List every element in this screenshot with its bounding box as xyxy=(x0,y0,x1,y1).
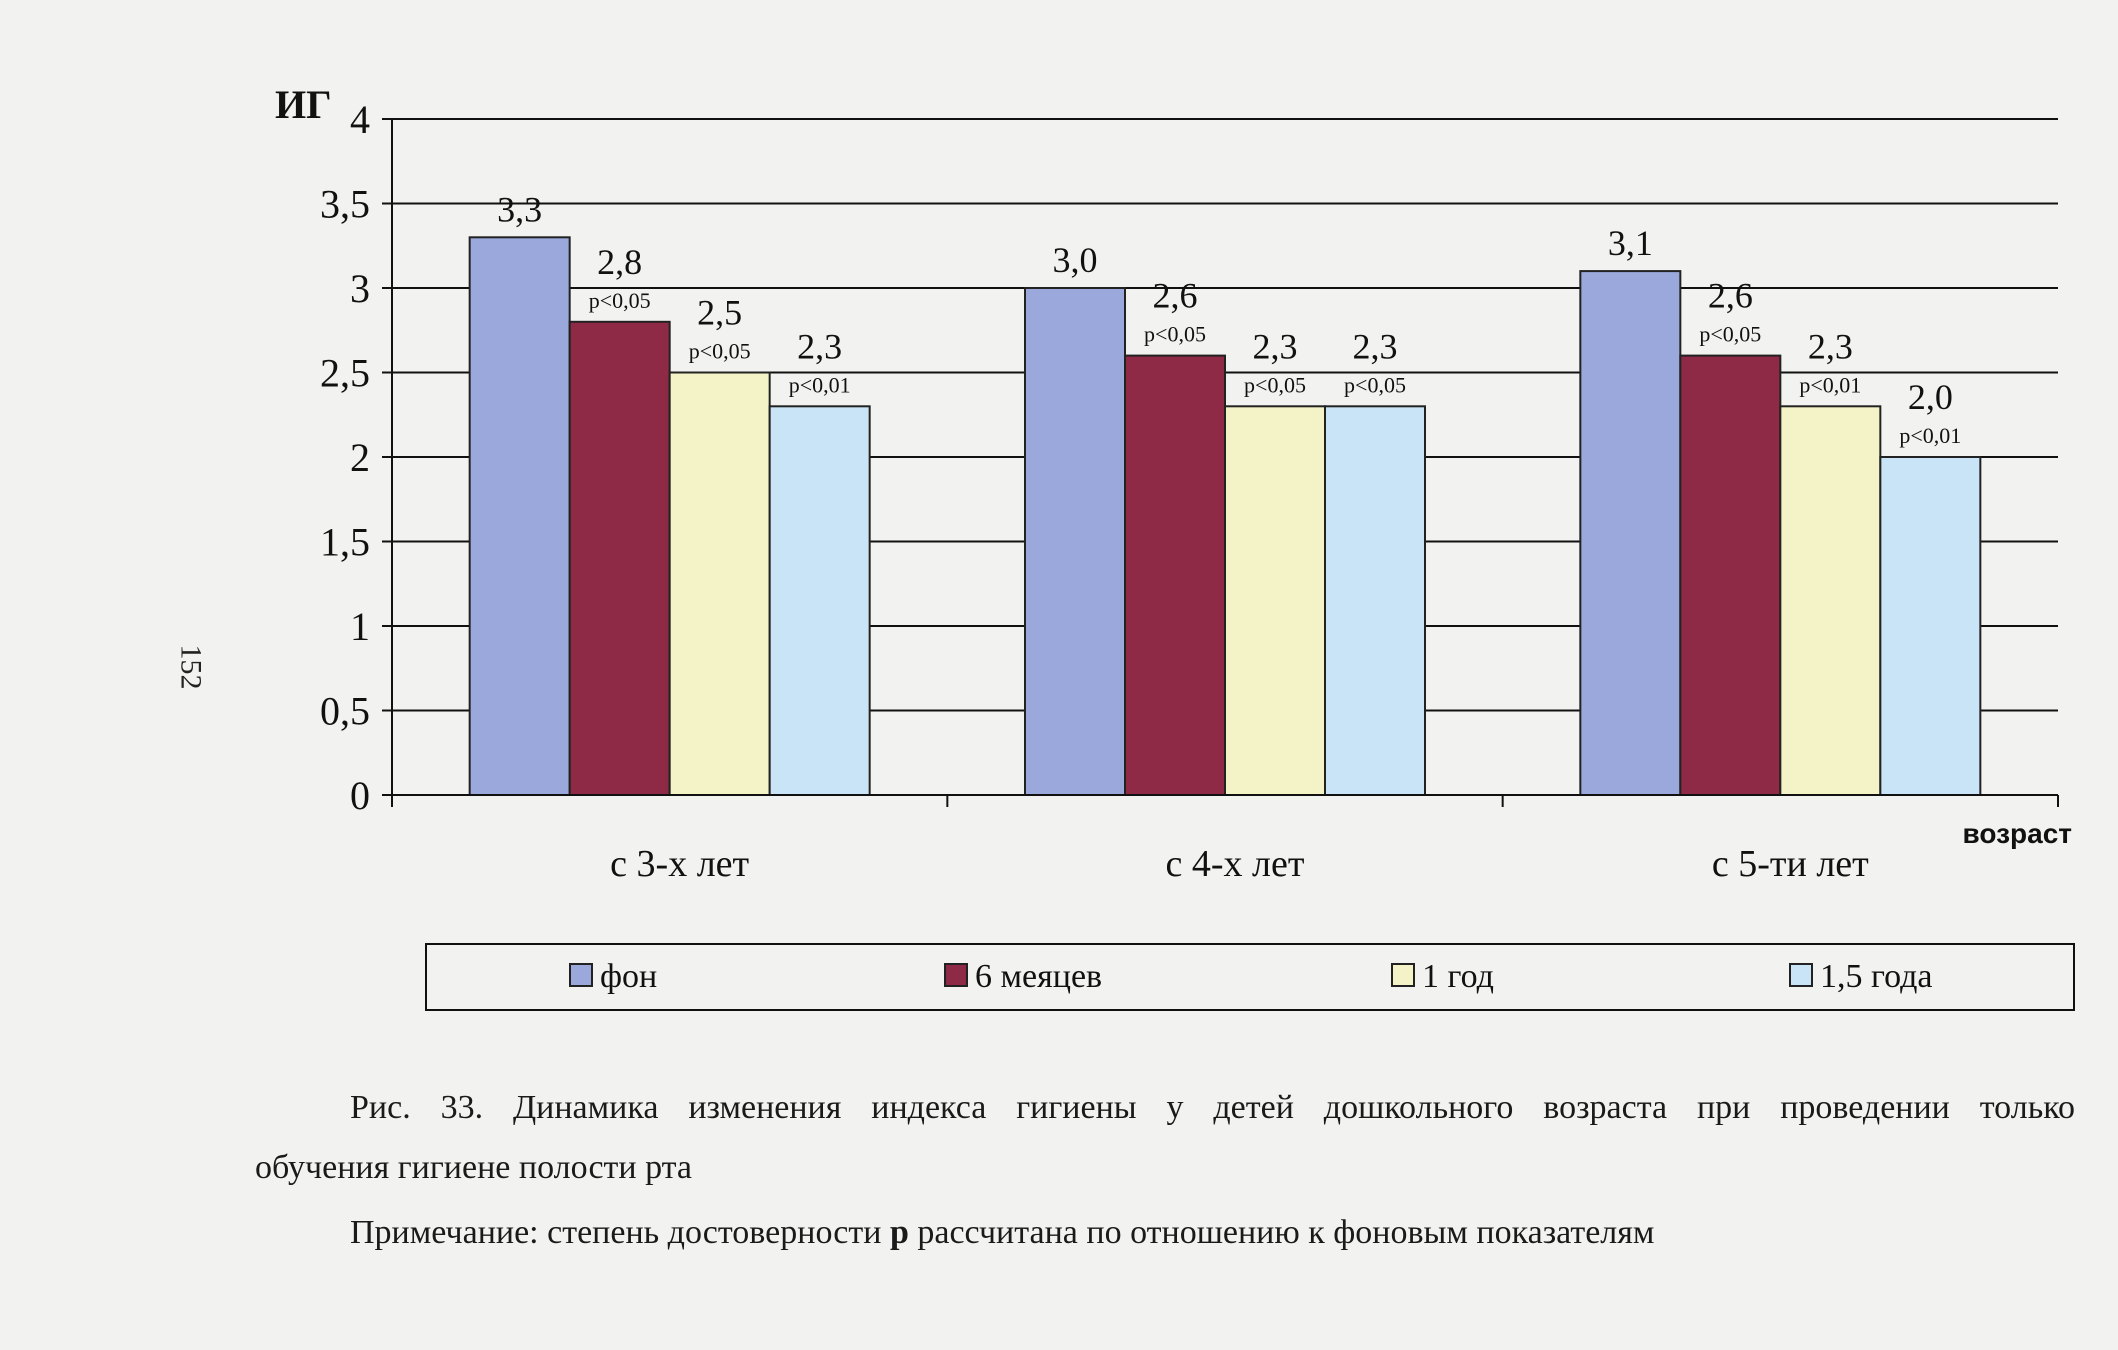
bar-p-label: p<0,01 xyxy=(1799,372,1861,397)
figure-note: Примечание: степень достоверности р расс… xyxy=(350,1205,2118,1261)
figure-caption-line-2: обучения гигиене полости рта xyxy=(255,1149,693,1186)
x-category-label: с 3-х лет xyxy=(610,843,749,885)
legend-label: фон xyxy=(600,958,657,995)
bar xyxy=(1124,354,1226,796)
bar-value-label: 2,5 xyxy=(697,293,742,333)
legend-swatch xyxy=(1789,963,1813,987)
bar-value-label: 2,3 xyxy=(1353,326,1398,366)
bar xyxy=(1779,405,1882,796)
bar-p-label: p<0,01 xyxy=(789,372,851,397)
y-tick-label: 0 xyxy=(350,773,370,818)
y-tick-label: 2,5 xyxy=(320,351,370,396)
y-tick-label: 2 xyxy=(350,435,370,480)
bar-p-label: p<0,05 xyxy=(689,339,751,364)
y-tick-label: 3,5 xyxy=(320,182,370,227)
bar-p-label: p<0,05 xyxy=(1244,372,1306,397)
bar-value-label: 2,0 xyxy=(1908,377,1953,417)
note-text-2: рассчитана по отношению к фоновым показа… xyxy=(908,1214,1655,1251)
bar-p-label: p<0,05 xyxy=(1144,322,1206,347)
bar xyxy=(1679,354,1782,796)
bar xyxy=(668,371,771,796)
legend: фон 6 меяцев 1 год 1,5 года xyxy=(425,943,2075,1011)
legend-label: 1,5 года xyxy=(1820,958,1933,995)
bar-p-label: p<0,01 xyxy=(1899,423,1961,448)
bar xyxy=(568,320,671,796)
axes xyxy=(382,118,2059,807)
bar xyxy=(1879,456,1982,796)
bar-value-label: 2,8 xyxy=(597,242,642,282)
legend-label: 6 меяцев xyxy=(975,958,1102,995)
bar xyxy=(468,236,571,797)
bar-p-label: p<0,05 xyxy=(589,288,651,313)
bar-p-label: p<0,05 xyxy=(1344,372,1406,397)
bar-value-label: 2,3 xyxy=(1253,326,1298,366)
bar-value-label: 3,1 xyxy=(1608,223,1653,263)
bar-value-label: 2,3 xyxy=(1808,326,1853,366)
data-labels: 3,3 2,8 p<0,05 2,5 p<0,05 2,3 p<0,01 3,0 2,6 p<0,… xyxy=(497,189,1961,448)
note-text-bold: р xyxy=(889,1214,909,1251)
bar-value-label: 3,0 xyxy=(1053,240,1098,280)
y-axis-label: ИГ xyxy=(275,82,332,127)
bar-p-label: p<0,05 xyxy=(1699,322,1761,347)
bar xyxy=(1324,405,1426,796)
legend-box xyxy=(425,943,2075,1011)
bar xyxy=(1024,287,1126,796)
legend-swatch xyxy=(944,963,968,987)
bar xyxy=(768,405,871,796)
bar-chart: 0 0,5 1 1,5 2 2,5 3 3,5 4 с 3-х лет с 4-х лет с 5-т… xyxy=(275,82,2075,1011)
note-text-1: Примечание: степень достоверности xyxy=(350,1214,890,1251)
y-tick-label: 1,5 xyxy=(320,520,370,565)
x-axis-label: возраст xyxy=(1963,818,2072,849)
y-tick-label: 4 xyxy=(350,97,370,142)
x-category-label: с 5-ти лет xyxy=(1712,843,1869,885)
legend-swatch xyxy=(569,963,593,987)
legend-swatch xyxy=(1391,963,1415,987)
y-tick-label: 3 xyxy=(350,266,370,311)
y-tick-label: 0,5 xyxy=(320,689,370,734)
y-tick-label: 1 xyxy=(350,604,370,649)
bars xyxy=(468,236,1982,797)
bar-value-label: 2,6 xyxy=(1708,276,1753,316)
figure-caption-line-1: Рис. 33. Динамика изменения индекса гиги… xyxy=(350,1089,2075,1126)
bar-value-label: 2,6 xyxy=(1153,276,1198,316)
bar-value-label: 2,3 xyxy=(797,326,842,366)
legend-label: 1 год xyxy=(1422,958,1494,995)
tick-labels: 0 0,5 1 1,5 2 2,5 3 3,5 4 с 3-х лет с 4-х лет с 5-т… xyxy=(320,97,1869,885)
x-category-label: с 4-х лет xyxy=(1166,843,1305,885)
bar-value-label: 3,3 xyxy=(497,189,542,229)
bar xyxy=(1224,405,1326,796)
bar xyxy=(1579,270,1682,797)
